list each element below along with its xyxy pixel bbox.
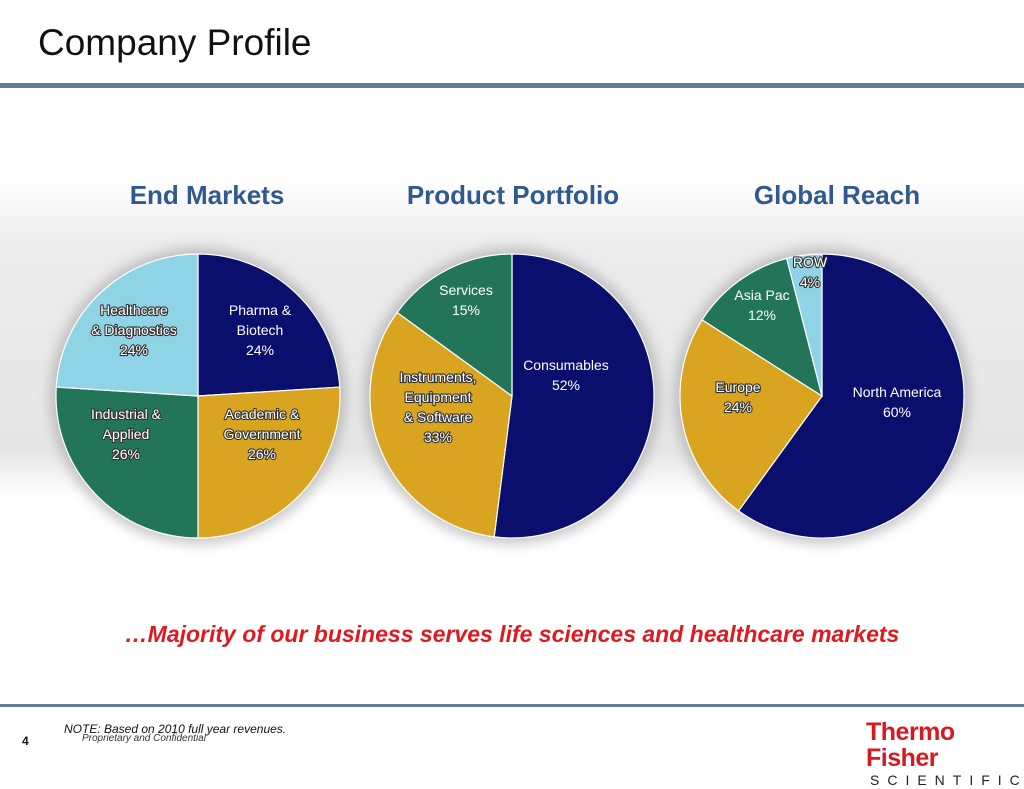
tagline: …Majority of our business serves life sc…: [124, 621, 900, 647]
logo-wordmark: Thermo Fisher: [866, 718, 955, 772]
pie-slice: [679, 319, 823, 512]
chart-title-product-portfolio: Product Portfolio: [406, 180, 620, 210]
slice-label: Healthcare & Diagnostics 24%: [91, 302, 177, 358]
slice-label: Europe 24%: [715, 379, 760, 415]
slice-label: Academic & Government 26%: [223, 406, 300, 462]
chart-title-global-reach: Global Reach: [753, 180, 921, 210]
slice-label: Consumables 52%: [523, 357, 609, 393]
slice-label: Pharma & Biotech 24%: [229, 302, 292, 358]
pie-slice: [701, 257, 823, 398]
footnote: NOTE: Based on 2010 full year revenues.: [64, 722, 287, 736]
pie-chart-1: Consumables 52% Instruments, Equipment & Sof…: [364, 248, 660, 544]
top-divider: [0, 83, 1024, 88]
pie-slice: [55, 386, 199, 539]
pie-chart-0: Pharma & Biotech 24% Academic & Government 26…: [50, 248, 346, 544]
pie-slice: [197, 386, 341, 539]
pie-slice: [737, 253, 965, 539]
slice-label: Industrial & Applied 26%: [91, 406, 162, 462]
chart-title-end-markets: End Markets: [129, 180, 285, 210]
slice-label: Services 15%: [439, 282, 493, 318]
slide-title: Company Profile: [38, 22, 312, 63]
bottom-divider: [0, 704, 1024, 707]
pie-chart-2: North America 60% Europe 24% Asia Pac 12%ROW 4…: [674, 248, 970, 544]
pie-slice: [493, 253, 655, 539]
page-number: 4: [22, 734, 29, 748]
pie-slice: [785, 253, 823, 397]
slice-label: Instruments, Equipment & Software 33%: [399, 369, 476, 445]
pie-slice: [55, 253, 199, 397]
pie-slice: [197, 253, 341, 397]
pie-slice: [396, 253, 513, 398]
logo-subtitle: SCIENTIFIC: [870, 772, 1024, 788]
slice-label: ROW 4%: [793, 254, 828, 290]
slice-label: North America 60%: [853, 384, 942, 420]
pie-charts: Pharma & Biotech 24% Academic & Government 26…: [50, 248, 970, 544]
confidential-notice: Proprietary and Confidential: [82, 733, 206, 744]
thermo-fisher-logo: Thermo Fisher SCIENTIFIC: [866, 718, 1024, 789]
slice-label: Asia Pac 12%: [734, 287, 789, 323]
pie-slice: [369, 311, 513, 538]
